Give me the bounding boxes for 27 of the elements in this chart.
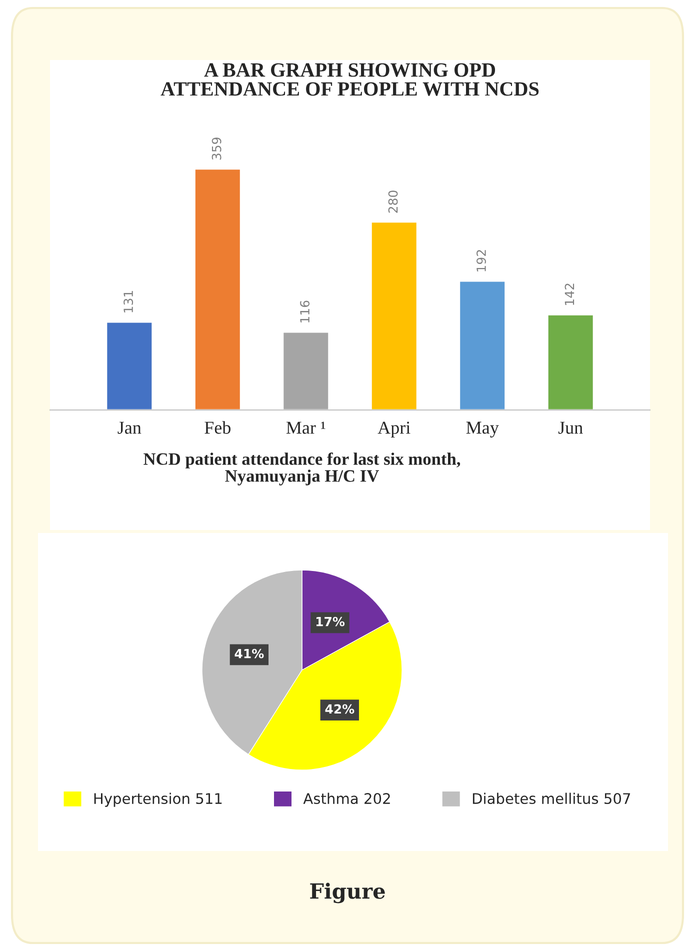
data-label: 17% (316, 616, 345, 626)
bar (106, 321, 154, 410)
bar (194, 168, 242, 410)
bar (546, 314, 594, 410)
data-label: 192 (476, 250, 486, 272)
bar (282, 331, 330, 410)
text: Figure (310, 882, 385, 904)
x-tick-label: Feb (204, 421, 230, 434)
x-tick-label: May (466, 422, 499, 438)
data-label: 41% (234, 648, 264, 658)
legend-label: Asthma 202 (303, 792, 390, 804)
x-tick-label: Apri (378, 422, 410, 438)
x-tick-label: Mar ¹ (286, 422, 326, 434)
chart-title: NCD patient attendance for last six month, Nyamuyanja H/C IV (144, 452, 460, 486)
chart-title: A BAR GRAPH SHOWING OPD ATTENDANCE OF PEOPLE WITH NCDS (160, 63, 539, 96)
data-label: 42% (325, 704, 354, 714)
legend-label: Hypertension 511 (94, 792, 222, 807)
data-label: 359 (212, 138, 222, 160)
x-tick-label: Jun (558, 422, 583, 434)
data-label: 280 (388, 190, 398, 213)
x-tick-label: Jan (118, 422, 142, 434)
legend-label: Diabetes mellitus 507 (472, 792, 630, 804)
data-label: 142 (564, 284, 574, 305)
data-label: 131 (124, 290, 134, 312)
data-label: 116 (300, 300, 310, 322)
bar (458, 280, 506, 410)
bar (370, 221, 418, 410)
